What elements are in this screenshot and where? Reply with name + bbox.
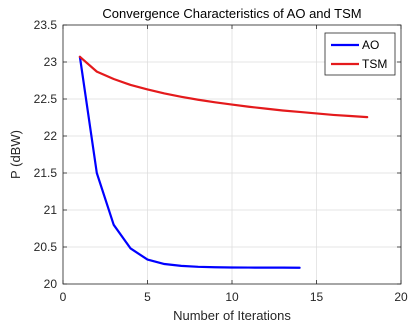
y-tick-label: 22.5 xyxy=(34,92,58,106)
y-tick-label: 21 xyxy=(44,203,58,217)
y-tick-label: 21.5 xyxy=(34,166,58,180)
x-tick-label: 20 xyxy=(394,290,408,304)
legend-box xyxy=(324,32,396,76)
x-tick-label: 10 xyxy=(225,290,239,304)
y-axis-label: P (dBW) xyxy=(8,130,23,179)
y-tick-label: 20.5 xyxy=(34,240,58,254)
legend-label-tsm: TSM xyxy=(362,57,387,71)
y-tick-label: 23.5 xyxy=(34,18,58,32)
x-axis-label: Number of Iterations xyxy=(173,308,291,323)
y-tick-label: 23 xyxy=(44,55,58,69)
legend-label-ao: AO xyxy=(362,38,379,52)
x-tick-label: 15 xyxy=(310,290,324,304)
y-tick-label: 22 xyxy=(44,129,58,143)
x-tick-label: 0 xyxy=(60,290,67,304)
y-tick-label: 20 xyxy=(44,277,58,291)
legend: AO TSM xyxy=(324,32,396,76)
series-line-ao xyxy=(78,55,301,269)
series-group xyxy=(78,55,369,269)
series-line-tsm xyxy=(78,55,369,119)
ticks-group: 0 5 10 15 20 20 20.5 21 21.5 22 22.5 23 23.5 xyxy=(34,18,408,304)
x-tick-label: 5 xyxy=(144,290,151,304)
chart-title: Convergence Characteristics of AO and TS… xyxy=(102,6,361,21)
